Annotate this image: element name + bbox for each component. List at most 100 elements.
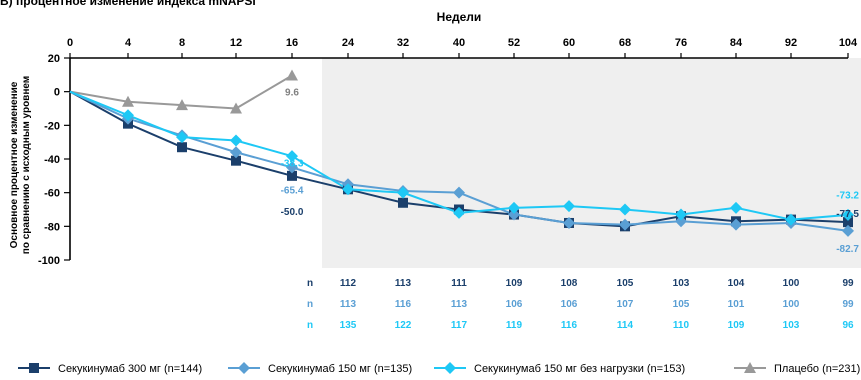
n-table-cell: 99: [842, 278, 854, 289]
data-point: [508, 201, 520, 214]
data-point: [398, 197, 408, 208]
x-tick-label: 84: [730, 37, 743, 49]
n-table-cell: 99: [842, 299, 854, 310]
x-axis-title: Недели: [437, 10, 482, 24]
n-table-cell: 100: [783, 278, 800, 289]
data-point: [286, 150, 298, 163]
chart-title: B) процентное изменение индекса mNAPSI: [0, 0, 256, 8]
data-point: [508, 208, 520, 221]
n-table-cell: 105: [617, 278, 634, 289]
x-tick-label: 104: [839, 37, 858, 49]
n-table-cell: 112: [340, 278, 357, 289]
legend-label: Секукинумаб 300 мг (n=144): [58, 363, 202, 375]
y-tick-label: -60: [44, 188, 60, 200]
y-axis-title-line: по сравнению с исходным уровнем: [21, 76, 32, 254]
n-table-cell: 113: [451, 299, 468, 310]
legend-label: Плацебо (n=231): [774, 363, 860, 375]
n-table-cell: 111: [451, 278, 467, 289]
n-table-cell: 104: [728, 278, 745, 289]
n-table-cell: 117: [451, 320, 468, 331]
x-tick-label: 76: [675, 37, 687, 49]
data-point: [122, 95, 134, 107]
legend-marker: [238, 362, 250, 374]
data-point: [453, 206, 465, 219]
data-point: [563, 200, 575, 213]
n-table-cell: 105: [673, 299, 690, 310]
n-table-cell: 114: [617, 320, 634, 331]
n-row-label: n: [307, 320, 313, 331]
data-point: [675, 215, 687, 228]
data-point: [397, 186, 409, 199]
data-point: [176, 99, 188, 111]
n-table-cell: 106: [506, 299, 523, 310]
data-point: [619, 203, 631, 216]
data-point: [230, 134, 242, 147]
n-table-cell: 116: [561, 320, 578, 331]
n-table-cell: 103: [673, 278, 690, 289]
x-tick-label: 0: [67, 37, 73, 49]
y-tick-label: -20: [44, 120, 60, 132]
data-point: [843, 217, 853, 228]
data-point: [287, 170, 297, 181]
n-table-cell: 110: [673, 320, 690, 331]
data-point: [563, 216, 575, 229]
n-row-label: n: [307, 278, 313, 289]
x-tick-label: 92: [785, 37, 797, 49]
data-point: [842, 224, 854, 237]
y-tick-label: -40: [44, 154, 60, 166]
y-tick-label: 20: [48, 53, 60, 65]
n-table-cell: 101: [728, 299, 745, 310]
n-table-cell: 108: [561, 278, 578, 289]
n-table-cell: 135: [340, 320, 357, 331]
x-tick-label: 8: [179, 37, 185, 49]
shaded-region: [322, 58, 861, 268]
data-label: -77.5: [836, 209, 859, 220]
n-table-cell: 116: [395, 299, 412, 310]
data-point: [177, 142, 187, 153]
x-tick-label: 12: [230, 37, 242, 49]
data-point: [675, 208, 687, 221]
data-point: [342, 183, 354, 196]
data-point: [176, 131, 188, 144]
n-table-cell: 106: [561, 299, 578, 310]
n-table-cell: 109: [728, 320, 745, 331]
y-tick-label: -80: [44, 221, 60, 233]
data-point: [286, 161, 298, 174]
n-table-cell: 113: [395, 278, 412, 289]
data-point: [453, 186, 465, 199]
data-point: [231, 155, 241, 166]
data-label: -38.3: [281, 158, 304, 169]
data-point: [730, 218, 742, 231]
x-tick-label: 40: [453, 37, 465, 49]
n-table-cell: 119: [506, 320, 523, 331]
n-table-cell: 107: [617, 299, 634, 310]
y-axis-title: Основное процентное изменениепо сравнени…: [9, 76, 32, 254]
n-table-cell: 122: [395, 320, 412, 331]
data-label: -50.0: [281, 207, 304, 218]
data-point: [286, 69, 298, 81]
data-point: [619, 218, 631, 231]
legend-marker: [444, 362, 456, 374]
x-tick-label: 24: [342, 37, 355, 49]
legend-label: Секукинумаб 150 мг (n=135): [268, 363, 412, 375]
legend-marker: [744, 362, 756, 373]
x-tick-label: 4: [125, 37, 132, 49]
data-point: [730, 201, 742, 214]
data-label: -82.7: [836, 244, 859, 255]
data-point: [230, 146, 242, 159]
x-tick-label: 32: [397, 37, 409, 49]
x-tick-label: 52: [508, 37, 520, 49]
data-point: [842, 208, 854, 221]
data-point: [785, 213, 797, 226]
n-table-cell: 100: [783, 299, 800, 310]
y-axis-title-line: Основное процентное изменение: [9, 81, 20, 248]
n-table-cell: 103: [783, 320, 800, 331]
data-label: -65.4: [281, 185, 304, 196]
y-tick-label: -100: [38, 255, 60, 267]
y-tick-label: 0: [54, 87, 60, 99]
n-table-cell: 109: [506, 278, 523, 289]
legend-label: Секукинумаб 150 мг без нагрузки (n=153): [474, 363, 685, 375]
x-tick-label: 68: [619, 37, 631, 49]
n-table-cell: 113: [340, 299, 357, 310]
